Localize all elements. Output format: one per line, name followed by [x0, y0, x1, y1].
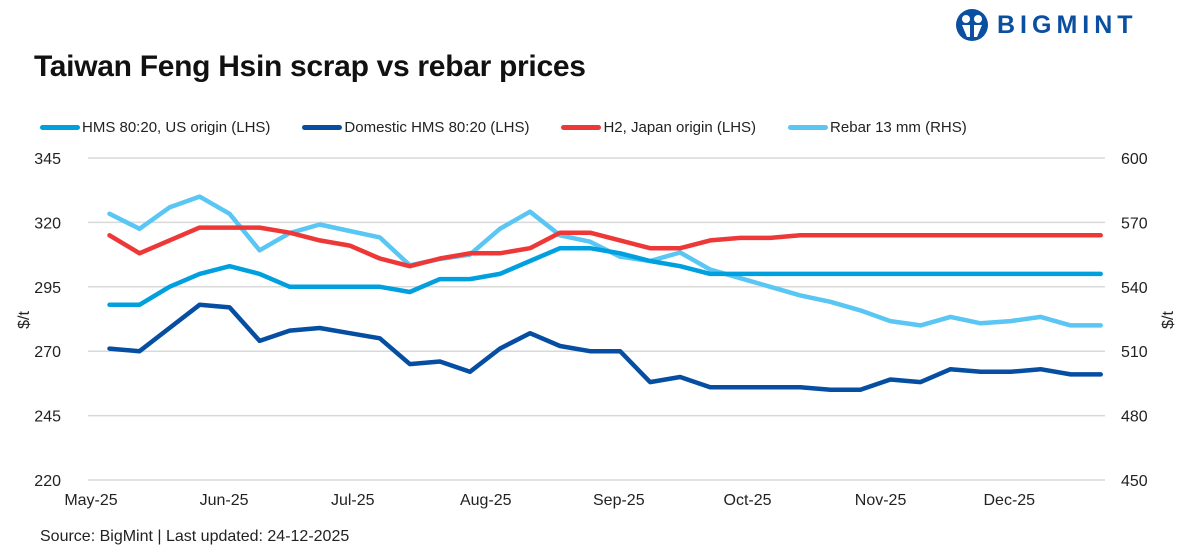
legend-item: H2, Japan origin (LHS)	[561, 119, 756, 136]
y-axis-label-right: $/t	[1160, 311, 1177, 329]
legend-swatch	[788, 125, 829, 130]
bigmint-logo-icon	[956, 9, 988, 41]
legend-item: Domestic HMS 80:20 (LHS)	[302, 119, 529, 136]
legend-swatch	[40, 125, 80, 130]
logo-text: BIGMINT	[997, 10, 1138, 39]
y-axis-label-left: $/t	[16, 311, 33, 329]
source-note: Source: BigMint | Last updated: 24-12-20…	[40, 528, 350, 545]
legend-item: Rebar 13 mm (RHS)	[788, 119, 967, 136]
x-tick-label: Jun-25	[200, 492, 249, 509]
x-tick-label: May-25	[64, 492, 117, 509]
legend: HMS 80:20, US origin (LHS) Domestic HMS 8…	[40, 119, 999, 136]
x-tick-label: Dec-25	[984, 492, 1036, 509]
y-tick-label-right: 570	[1121, 215, 1148, 232]
x-tick-label: Jul-25	[331, 492, 375, 509]
x-tick-label: Aug-25	[460, 492, 512, 509]
x-tick-label: Nov-25	[855, 492, 907, 509]
x-tick-label: Oct-25	[724, 492, 772, 509]
legend-label: H2, Japan origin (LHS)	[603, 119, 757, 136]
legend-label: Domestic HMS 80:20 (LHS)	[344, 119, 530, 136]
series-line-rebar-13-mm-rhs	[107, 194, 1103, 328]
legend-label: HMS 80:20, US origin (LHS)	[82, 119, 271, 136]
y-tick-label-left: 220	[34, 473, 61, 490]
legend-item: HMS 80:20, US origin (LHS)	[40, 119, 270, 136]
y-tick-label-right: 450	[1121, 473, 1148, 490]
y-tick-label-left: 320	[34, 215, 61, 232]
y-tick-label-left: 295	[34, 280, 61, 297]
y-tick-label-right: 600	[1121, 151, 1148, 168]
x-tick-label: Sep-25	[593, 492, 645, 509]
y-tick-label-right: 480	[1121, 409, 1148, 426]
chart-title: Taiwan Feng Hsin scrap vs rebar prices	[34, 50, 586, 83]
legend-label: Rebar 13 mm (RHS)	[830, 119, 967, 136]
series-line-hms-80-20-us-origin-lhs	[107, 245, 1103, 308]
y-tick-label-left: 345	[34, 151, 61, 168]
series-line-domestic-hms-80-20-lhs	[107, 302, 1103, 393]
series-line-h2-japan-origin-lhs	[107, 225, 1103, 269]
bigmint-logo: BIGMINT	[955, 8, 1138, 42]
legend-swatch	[302, 125, 343, 130]
y-tick-label-right: 540	[1121, 280, 1148, 297]
y-tick-label-left: 270	[34, 344, 61, 361]
y-tick-label-left: 245	[34, 409, 61, 426]
y-tick-label-right: 510	[1121, 344, 1148, 361]
legend-swatch	[561, 125, 602, 130]
